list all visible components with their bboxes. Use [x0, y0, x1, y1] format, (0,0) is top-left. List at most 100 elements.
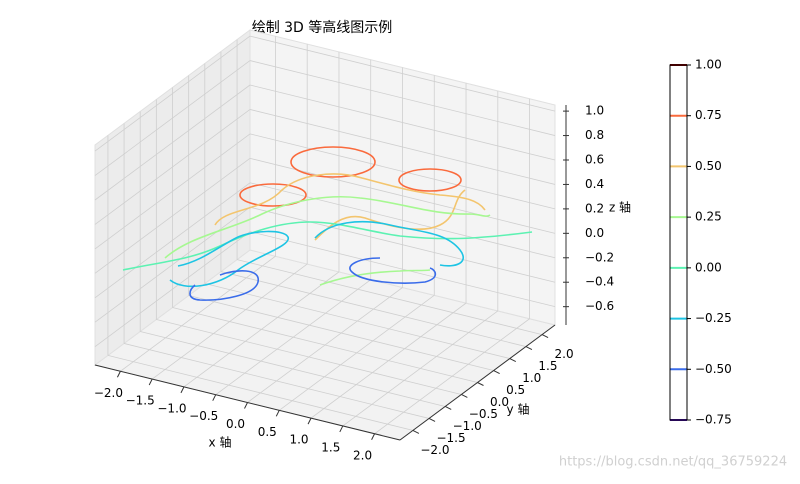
y-tick-label: 2.0	[555, 347, 574, 361]
z-axis-label: z 轴	[609, 200, 631, 215]
y-tick-label: −0.5	[469, 407, 498, 421]
z-tick-label: 0.4	[585, 177, 604, 191]
colorbar-tick-label: −0.50	[695, 362, 732, 376]
contour-line	[290, 146, 376, 178]
grid-line	[94, 206, 251, 323]
x-tick	[148, 378, 153, 386]
z-tick-label: −0.6	[585, 299, 614, 313]
grid-line	[94, 231, 251, 347]
y-tick	[461, 394, 468, 398]
y-tick-label: 0.5	[506, 383, 525, 397]
grid-line	[249, 182, 556, 259]
grid-line	[94, 35, 251, 152]
colorbar-tick-label: 0.25	[695, 210, 722, 224]
grid-line	[94, 182, 251, 299]
z-tick-label: 0.8	[585, 128, 604, 142]
x-tick	[307, 417, 312, 425]
grid-line	[249, 133, 556, 210]
z-tick-label: 1.0	[585, 104, 604, 118]
y-tick-label: 1.0	[522, 371, 541, 385]
watermark: https://blog.csdn.net/qq_36759224	[559, 455, 787, 470]
contour-line	[214, 173, 486, 226]
contour-line	[122, 221, 533, 271]
x-tick	[116, 371, 121, 378]
grid-line	[172, 307, 478, 383]
x-tick	[180, 386, 185, 394]
x-tick-label: −0.5	[189, 409, 218, 423]
contours	[122, 146, 533, 301]
y-axis-label: y 轴	[507, 402, 530, 417]
y-tick-label: −2.0	[420, 443, 449, 457]
z-tick-label: −0.2	[585, 250, 614, 264]
contour-line	[398, 168, 462, 192]
grid-line	[204, 283, 510, 359]
grid-line	[123, 343, 430, 419]
x-tick-label: −1.5	[126, 394, 155, 408]
z-tick-label: 0.6	[585, 153, 604, 167]
y-tick	[412, 429, 420, 434]
x-tick-label: −1.0	[157, 401, 186, 415]
grid-line	[94, 60, 251, 176]
x-axis-label: x 轴	[209, 435, 232, 450]
grid-line	[188, 295, 494, 371]
contour-line	[169, 230, 289, 288]
colorbar-tick-label: −0.25	[695, 311, 732, 325]
y-tick-label: −1.5	[436, 431, 465, 445]
x-axis-line	[94, 364, 401, 441]
x-tick-label: 1.0	[289, 433, 308, 447]
contour-line	[314, 220, 464, 267]
x-tick	[212, 394, 217, 401]
y-axis-line	[399, 324, 556, 441]
x-tick	[244, 402, 248, 409]
x-tick-label: 1.5	[321, 440, 340, 454]
colorbar-tick-label: 1.00	[695, 58, 722, 72]
grid-line	[94, 133, 251, 250]
z-tick-label: 0.2	[585, 201, 604, 215]
grid-line	[94, 84, 251, 201]
axes-3d: −2.0−1.5−1.0−0.50.00.51.01.52.0 −2.0−1.5−…	[94, 29, 614, 462]
grid-line	[94, 158, 251, 274]
y-tick-label: 0.0	[490, 395, 509, 409]
y-tick	[428, 417, 436, 422]
colorbar-frame	[669, 64, 688, 421]
grid-line	[220, 271, 527, 347]
colorbar-tick-label: 0.75	[695, 108, 722, 122]
x-tick	[371, 433, 376, 440]
grid-line	[249, 231, 556, 308]
chart-title: 绘制 3D 等高线图示例	[252, 19, 393, 36]
x-tick-label: 2.0	[353, 448, 372, 462]
y-tick	[477, 382, 484, 386]
z-tick-label: −0.4	[585, 275, 614, 289]
colorbar-tick-label: −0.75	[695, 413, 732, 427]
grid-line	[156, 319, 462, 395]
x-tick	[339, 425, 344, 433]
grid-line	[94, 109, 251, 225]
x-tick-label: 0.0	[226, 417, 245, 431]
x-tick-label: −2.0	[94, 386, 123, 400]
z-tick-label: 0.0	[585, 226, 604, 240]
contour-line	[164, 195, 491, 259]
colorbar: −0.75 −0.50 −0.25 0.00 0.25 0.50 0.75 1.00	[669, 58, 732, 427]
grid-line	[249, 109, 556, 185]
y-tick	[493, 370, 500, 374]
grid-line	[249, 84, 556, 161]
y-tick-label: 1.5	[538, 359, 557, 373]
grid-line	[140, 331, 446, 407]
y-tick	[541, 334, 549, 339]
x-tick-label: 0.5	[258, 425, 277, 439]
y-tick	[525, 346, 533, 351]
contour-line	[239, 183, 307, 207]
y-tick	[444, 406, 452, 410]
contour-line	[319, 269, 431, 286]
grid-line	[249, 60, 556, 136]
contour-line	[349, 257, 437, 284]
y-tick-label: −1.0	[453, 419, 482, 433]
y-tick	[509, 358, 517, 362]
contour-line	[189, 270, 259, 301]
colorbar-tick-label: 0.00	[695, 260, 722, 274]
grid-line	[107, 355, 414, 431]
x-tick	[275, 410, 280, 417]
grid-line	[249, 206, 556, 283]
